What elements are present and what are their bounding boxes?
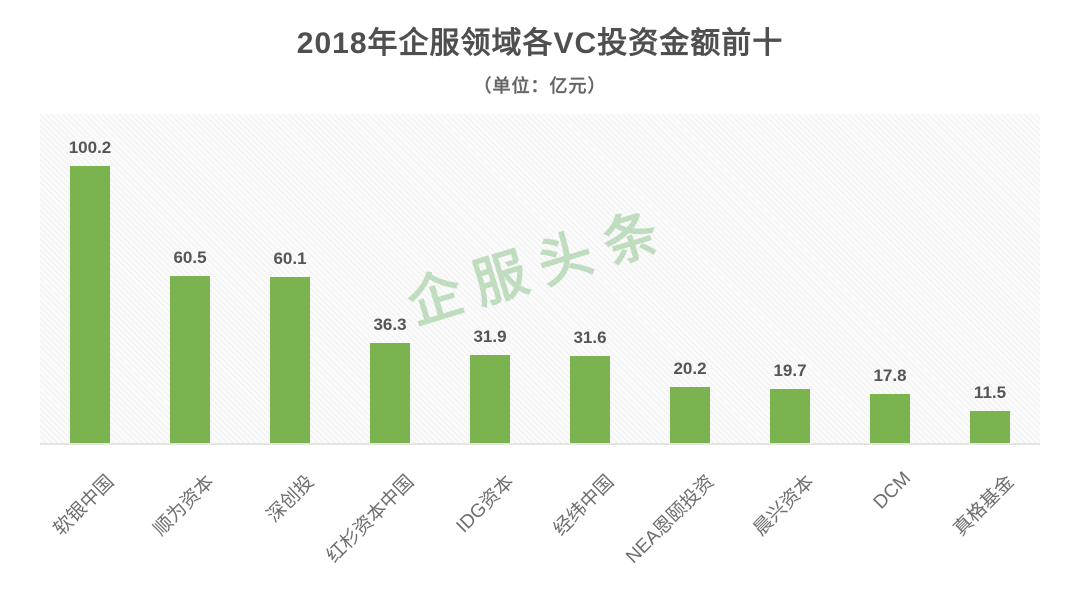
category-label: NEA恩颐投资 [622,471,719,568]
bar-value-label: 31.6 [573,328,607,347]
bar [670,387,710,443]
category-label: 软银中国 [49,471,119,541]
plot-area: 100.2 60.5 60.1 36.3 31.9 31.6 20.2 19.7 17.8 11.… [40,114,1040,445]
bar-value-label: 31.9 [473,327,507,346]
category-label: 红杉资本中国 [322,471,419,568]
bar [370,343,410,443]
chart-subtitle: （单位：亿元） [473,76,607,96]
bar [970,411,1010,443]
bar-value-label: 60.1 [273,249,307,268]
bar [170,276,210,443]
bar [570,356,610,443]
bar-value-label: 60.5 [173,248,207,267]
bar-value-label: 20.2 [673,359,707,378]
bar [70,166,110,443]
category-label: 经纬中国 [549,471,619,541]
category-label: 真格基金 [949,471,1019,541]
bar-value-label: 100.2 [68,138,112,157]
category-axis: 软银中国 顺为资本 深创投 红杉资本中国 IDG资本 经纬中国 NEA恩颐投资 晨兴资本 DCM… [0,468,1080,608]
category-label: 顺为资本 [149,471,219,541]
bar [770,389,810,443]
category-label: 深创投 [263,471,319,527]
bar [470,355,510,443]
chart-title: 2018年企服领域各VC投资金额前十 [296,27,784,60]
bar-value-label: 17.8 [873,366,907,385]
bar [870,394,910,443]
bar-value-label: 19.7 [773,361,807,380]
bar-value-label: 36.3 [373,315,407,334]
bar [270,277,310,443]
bar-value-label: 11.5 [973,383,1007,402]
category-label: 晨兴资本 [749,471,819,541]
category-label: DCM [869,468,915,514]
category-label: IDG资本 [452,471,519,538]
